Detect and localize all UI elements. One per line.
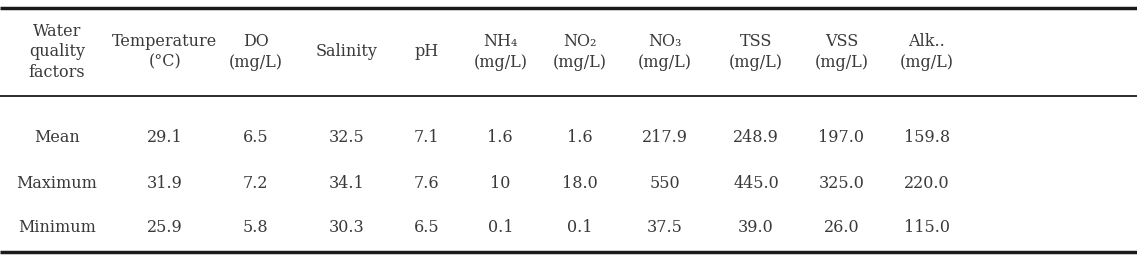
Text: 37.5: 37.5 [647,219,683,236]
Text: 32.5: 32.5 [329,130,365,147]
Text: 5.8: 5.8 [243,219,268,236]
Text: NO₂
(mg/L): NO₂ (mg/L) [553,33,607,71]
Text: 31.9: 31.9 [147,176,183,193]
Text: 10: 10 [490,176,511,193]
Text: 29.1: 29.1 [147,130,183,147]
Text: 115.0: 115.0 [904,219,949,236]
Text: 0.1: 0.1 [488,219,513,236]
Text: Water
quality
factors: Water quality factors [28,23,85,81]
Text: 34.1: 34.1 [329,176,365,193]
Text: Temperature
(°C): Temperature (°C) [113,33,217,71]
Text: Alk..
(mg/L): Alk.. (mg/L) [899,33,954,71]
Text: Minimum: Minimum [18,219,96,236]
Text: 248.9: 248.9 [733,130,779,147]
Text: TSS
(mg/L): TSS (mg/L) [729,33,783,71]
Text: 7.6: 7.6 [414,176,439,193]
Text: DO
(mg/L): DO (mg/L) [229,33,283,71]
Text: NH₄
(mg/L): NH₄ (mg/L) [473,33,528,71]
Text: 26.0: 26.0 [823,219,860,236]
Text: 159.8: 159.8 [904,130,949,147]
Text: 325.0: 325.0 [819,176,864,193]
Text: 6.5: 6.5 [243,130,268,147]
Text: Maximum: Maximum [16,176,98,193]
Text: 197.0: 197.0 [819,130,864,147]
Text: 7.2: 7.2 [243,176,268,193]
Text: pH: pH [414,44,439,60]
Text: NO₃
(mg/L): NO₃ (mg/L) [638,33,692,71]
Text: Salinity: Salinity [316,44,377,60]
Text: VSS
(mg/L): VSS (mg/L) [814,33,869,71]
Text: 0.1: 0.1 [567,219,592,236]
Text: 7.1: 7.1 [414,130,439,147]
Text: 445.0: 445.0 [733,176,779,193]
Text: 220.0: 220.0 [904,176,949,193]
Text: 39.0: 39.0 [738,219,774,236]
Text: 550: 550 [650,176,680,193]
Text: 1.6: 1.6 [488,130,513,147]
Text: Mean: Mean [34,130,80,147]
Text: 25.9: 25.9 [147,219,183,236]
Text: 1.6: 1.6 [567,130,592,147]
Text: 18.0: 18.0 [562,176,598,193]
Text: 30.3: 30.3 [329,219,365,236]
Text: 217.9: 217.9 [642,130,688,147]
Text: 6.5: 6.5 [414,219,439,236]
